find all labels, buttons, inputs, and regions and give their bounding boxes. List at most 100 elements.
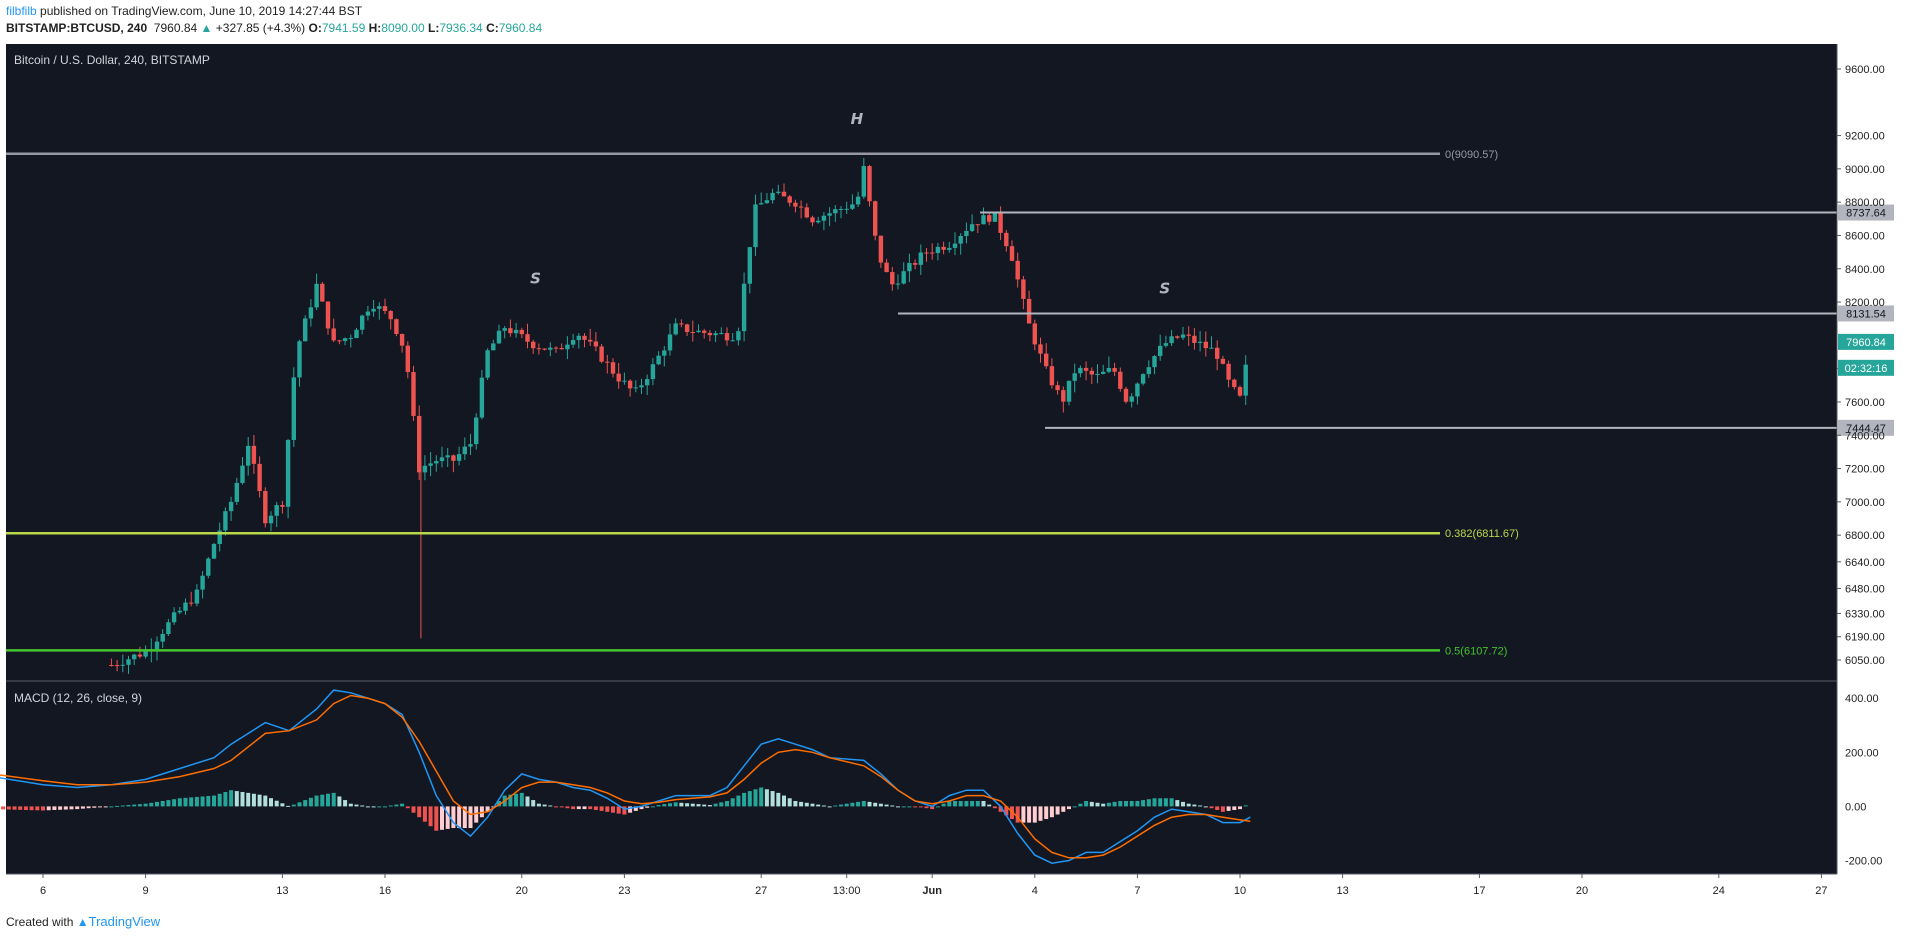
candle-body [930, 252, 935, 254]
candle-body [633, 387, 638, 389]
price-tick-label: 6190.00 [1845, 632, 1885, 644]
macd-histogram-bar [251, 793, 256, 807]
candle-body [428, 463, 433, 466]
current-price-label: 7960.84 [1846, 337, 1886, 349]
macd-histogram-bar [166, 800, 171, 807]
pattern-annotation: H [851, 110, 864, 128]
macd-histogram-bar [1238, 806, 1242, 810]
author-link[interactable]: filbfilb [6, 4, 37, 18]
macd-histogram-bar [320, 794, 325, 807]
macd-histogram-bar [1038, 806, 1043, 821]
macd-histogram-bar [816, 804, 821, 807]
macd-histogram-bar [656, 805, 661, 807]
fib-level-label: 0(9090.57) [1445, 149, 1498, 161]
macd-histogram-bar [326, 793, 330, 807]
time-tick-label: 6 [40, 885, 46, 897]
time-tick-label: 9 [143, 885, 149, 897]
candle-body [439, 457, 445, 462]
macd-histogram-bar [525, 796, 530, 807]
chart-background [6, 44, 1837, 874]
published-text: published on TradingView.com, June 10, 2… [36, 4, 363, 18]
macd-histogram-bar [86, 806, 91, 809]
candle-body [793, 202, 798, 207]
candle-body [1180, 334, 1186, 338]
macd-histogram-bar [1232, 806, 1237, 810]
candle-body [1078, 367, 1083, 374]
candle-body [753, 204, 758, 248]
candle-body [764, 200, 770, 204]
time-tick-label: 16 [379, 885, 391, 897]
candle-body [1089, 370, 1094, 375]
macd-histogram-bar [308, 797, 313, 807]
level-price-tag [1838, 204, 1894, 221]
macd-histogram-bar [194, 796, 199, 807]
candle-body [850, 204, 855, 209]
candle-body [177, 610, 182, 613]
candle-body [525, 334, 530, 342]
candle-body [491, 343, 496, 351]
macd-histogram-bar [58, 806, 63, 810]
tradingview-brand[interactable]: TradingView [88, 914, 161, 929]
macd-histogram-bar [434, 806, 439, 831]
candle-body [154, 641, 160, 650]
price-pane[interactable]: 0(9090.57) 0.382(6811.67) 0.5(6107.72) S H S [6, 110, 1837, 674]
macd-pane[interactable] [0, 689, 1251, 864]
candle-body [645, 379, 650, 386]
candle-body [622, 380, 627, 382]
time-tick-label: 27 [1815, 885, 1827, 897]
macd-histogram-bar [622, 806, 627, 815]
time-tick-label: 13 [1336, 885, 1348, 897]
time-tick-label: 23 [618, 885, 630, 897]
macd-histogram-bar [702, 804, 707, 807]
macd-histogram-bar [873, 802, 878, 807]
macd-histogram-bar [725, 800, 729, 807]
candle-body [964, 230, 969, 237]
candle-body [907, 262, 912, 272]
candle-body [707, 332, 713, 336]
macd-histogram-bar [1106, 802, 1111, 807]
candle-body [582, 335, 587, 340]
macd-histogram-bar [810, 803, 815, 807]
macd-histogram-bar [764, 789, 769, 807]
macd-histogram-bar [6, 806, 11, 810]
time-tick-label: 4 [1032, 885, 1038, 897]
macd-histogram-bar [918, 806, 923, 808]
macd-histogram-bar [69, 806, 74, 810]
candle-body [1095, 373, 1100, 375]
macd-histogram-bar [485, 806, 490, 812]
macd-histogram-bar [98, 806, 102, 808]
macd-histogram-bar [611, 806, 615, 813]
level-price-tag [1838, 419, 1894, 436]
candle-body [496, 330, 502, 344]
macd-histogram-bar [901, 806, 906, 808]
candle-body [924, 252, 929, 254]
macd-histogram-bar [833, 805, 838, 807]
candle-body [354, 329, 359, 339]
macd-histogram-bar [400, 803, 405, 807]
macd-histogram-bar [1135, 800, 1140, 807]
tradingview-logo-icon: ▲ [76, 915, 89, 929]
macd-histogram-bar [12, 806, 17, 810]
macd-tick-label: -200.00 [1845, 855, 1882, 867]
candle-body [730, 340, 735, 342]
macd-histogram-bar [411, 806, 416, 813]
macd-histogram-bar [189, 797, 194, 807]
candle-body [855, 196, 861, 205]
candle-body [918, 252, 923, 265]
candle-body [724, 333, 730, 341]
macd-histogram-bar [1226, 806, 1231, 811]
price-tick-label: 8400.00 [1845, 264, 1885, 276]
macd-histogram-bar [770, 791, 775, 807]
macd-histogram-bar [149, 802, 154, 807]
candle-body [394, 319, 399, 334]
candle-body [171, 612, 177, 623]
candle-body [747, 247, 752, 284]
candle-body [787, 196, 792, 203]
candle-body [462, 446, 467, 455]
macd-histogram-bar [542, 804, 547, 807]
open-label: O: [308, 21, 322, 35]
candle-body [975, 224, 980, 226]
candle-body [422, 465, 428, 473]
candle-body [816, 220, 821, 223]
